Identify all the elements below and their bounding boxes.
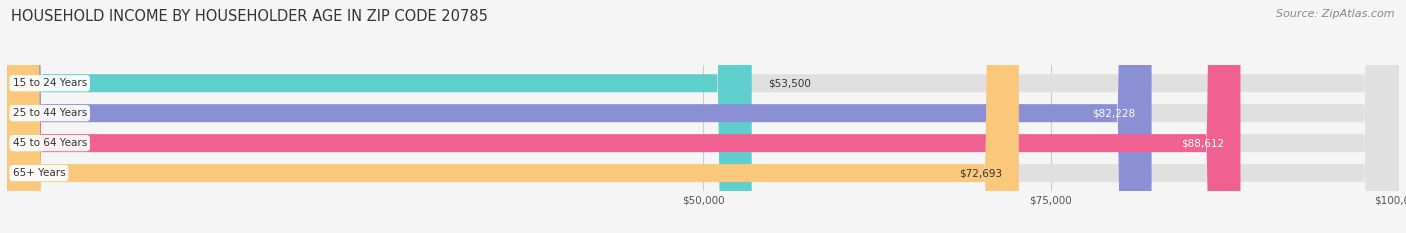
Text: Source: ZipAtlas.com: Source: ZipAtlas.com bbox=[1277, 9, 1395, 19]
Text: 45 to 64 Years: 45 to 64 Years bbox=[13, 138, 87, 148]
FancyBboxPatch shape bbox=[7, 0, 1399, 233]
Text: HOUSEHOLD INCOME BY HOUSEHOLDER AGE IN ZIP CODE 20785: HOUSEHOLD INCOME BY HOUSEHOLDER AGE IN Z… bbox=[11, 9, 488, 24]
FancyBboxPatch shape bbox=[7, 0, 1019, 233]
FancyBboxPatch shape bbox=[7, 0, 1399, 233]
Text: $53,500: $53,500 bbox=[769, 78, 811, 88]
Text: $82,228: $82,228 bbox=[1092, 108, 1135, 118]
Text: $72,693: $72,693 bbox=[959, 168, 1002, 178]
FancyBboxPatch shape bbox=[7, 0, 1399, 233]
FancyBboxPatch shape bbox=[7, 0, 1152, 233]
Text: 65+ Years: 65+ Years bbox=[13, 168, 65, 178]
FancyBboxPatch shape bbox=[7, 0, 1399, 233]
Text: 25 to 44 Years: 25 to 44 Years bbox=[13, 108, 87, 118]
Text: 15 to 24 Years: 15 to 24 Years bbox=[13, 78, 87, 88]
Text: $88,612: $88,612 bbox=[1181, 138, 1223, 148]
FancyBboxPatch shape bbox=[7, 0, 752, 233]
FancyBboxPatch shape bbox=[7, 0, 1240, 233]
